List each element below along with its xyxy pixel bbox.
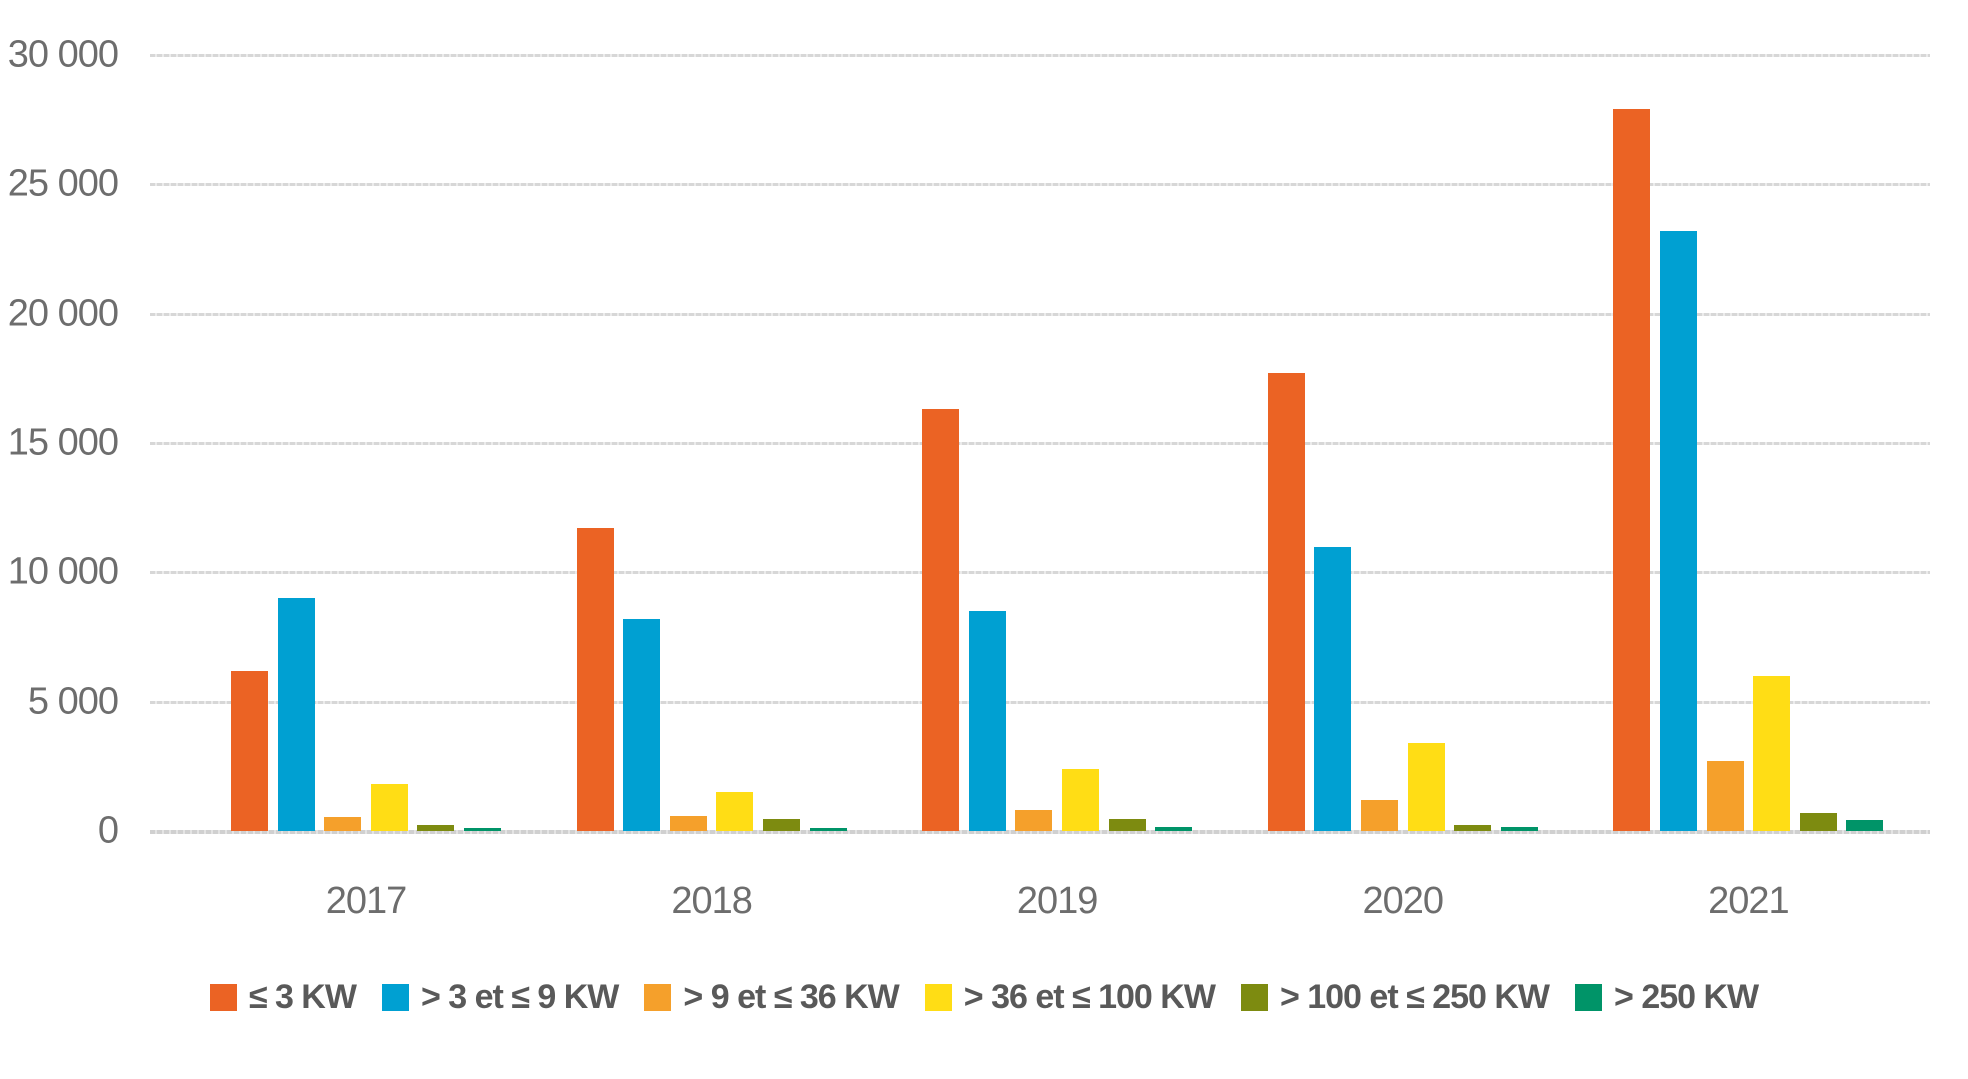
y-tick-label: 0 — [97, 809, 119, 852]
legend-label: > 250 KW — [1614, 978, 1759, 1016]
legend-label: > 3 et ≤ 9 KW — [420, 978, 619, 1016]
legend-item-5: > 250 KW — [1575, 978, 1759, 1017]
x-tick-label-2020: 2020 — [1362, 880, 1445, 922]
gridline-25000 — [150, 183, 1930, 187]
y-tick-label: 10 000 — [7, 550, 119, 593]
legend-swatch-icon — [381, 984, 409, 1011]
bar-2017-series-0 — [231, 670, 268, 831]
legend-label: > 9 et ≤ 36 KW — [683, 978, 899, 1016]
y-tick-label: 15 000 — [7, 421, 119, 464]
y-tick-label: 30 000 — [7, 33, 119, 76]
bar-2019-series-3 — [1062, 768, 1099, 831]
bar-2020-series-2 — [1361, 800, 1398, 831]
x-tick-label-2018: 2018 — [671, 880, 753, 922]
y-tick-label: 20 000 — [7, 292, 119, 335]
bar-2018-series-0 — [576, 528, 614, 831]
bar-2021-series-4 — [1799, 812, 1837, 831]
bar-2017-series-1 — [277, 598, 315, 831]
legend-swatch-icon — [644, 984, 672, 1011]
legend-swatch-icon — [1240, 984, 1268, 1011]
x-tick-label-2019: 2019 — [1016, 880, 1099, 922]
gridline-10000 — [150, 571, 1930, 575]
legend-label: > 36 et ≤ 100 KW — [963, 978, 1216, 1016]
legend-label: ≤ 3 KW — [248, 978, 357, 1016]
legend: ≤ 3 KW > 3 et ≤ 9 KW > 9 et ≤ 36 KW > 36 et… — [0, 978, 1968, 1017]
bar-2020-series-4 — [1454, 824, 1492, 831]
bar-2018-series-5 — [809, 827, 847, 831]
legend-swatch-icon — [1575, 984, 1603, 1011]
bar-2020-series-1 — [1314, 546, 1352, 831]
bar-2020-series-0 — [1267, 373, 1305, 831]
bar-2017-series-2 — [324, 816, 362, 831]
gridline-20000 — [150, 312, 1930, 316]
bar-2017-series-5 — [464, 827, 501, 831]
bar-2021-series-1 — [1660, 230, 1697, 831]
bar-2017-series-4 — [417, 824, 455, 831]
y-tick-label: 25 000 — [7, 162, 119, 205]
bar-2021-series-0 — [1613, 109, 1651, 831]
legend-swatch-icon — [209, 984, 237, 1011]
bar-2018-series-3 — [716, 792, 754, 831]
bar-2019-series-2 — [1015, 810, 1053, 831]
bar-2021-series-5 — [1846, 819, 1884, 831]
gridline-30000 — [150, 54, 1930, 57]
legend-item-3: > 36 et ≤ 100 KW — [924, 978, 1216, 1017]
legend-item-1: > 3 et ≤ 9 KW — [381, 978, 619, 1017]
bar-2020-series-5 — [1500, 827, 1538, 831]
x-axis-baseline — [150, 830, 1930, 834]
bar-2019-series-0 — [922, 409, 960, 831]
gridline-15000 — [150, 442, 1930, 445]
legend-item-4: > 100 et ≤ 250 KW — [1240, 978, 1550, 1017]
gridline-5000 — [150, 700, 1930, 704]
plot-area — [150, 54, 1930, 834]
legend-item-0: ≤ 3 KW — [209, 978, 357, 1017]
legend-label: > 100 et ≤ 250 KW — [1279, 978, 1550, 1016]
bar-2018-series-4 — [763, 818, 800, 831]
bar-2019-series-1 — [968, 611, 1006, 831]
bar-2018-series-1 — [623, 618, 661, 831]
legend-swatch-icon — [924, 984, 952, 1011]
legend-item-2: > 9 et ≤ 36 KW — [644, 978, 900, 1017]
x-tick-label-2021: 2021 — [1708, 880, 1790, 922]
x-tick-label-2017: 2017 — [325, 880, 408, 922]
bar-2019-series-4 — [1108, 819, 1146, 831]
bar-2021-series-3 — [1753, 675, 1791, 831]
y-tick-label: 5 000 — [27, 680, 119, 723]
bar-2017-series-3 — [370, 784, 408, 831]
bar-2020-series-3 — [1407, 743, 1445, 831]
bar-2021-series-2 — [1706, 761, 1744, 831]
bar-2019-series-5 — [1155, 827, 1193, 831]
bar-2018-series-2 — [669, 815, 707, 831]
